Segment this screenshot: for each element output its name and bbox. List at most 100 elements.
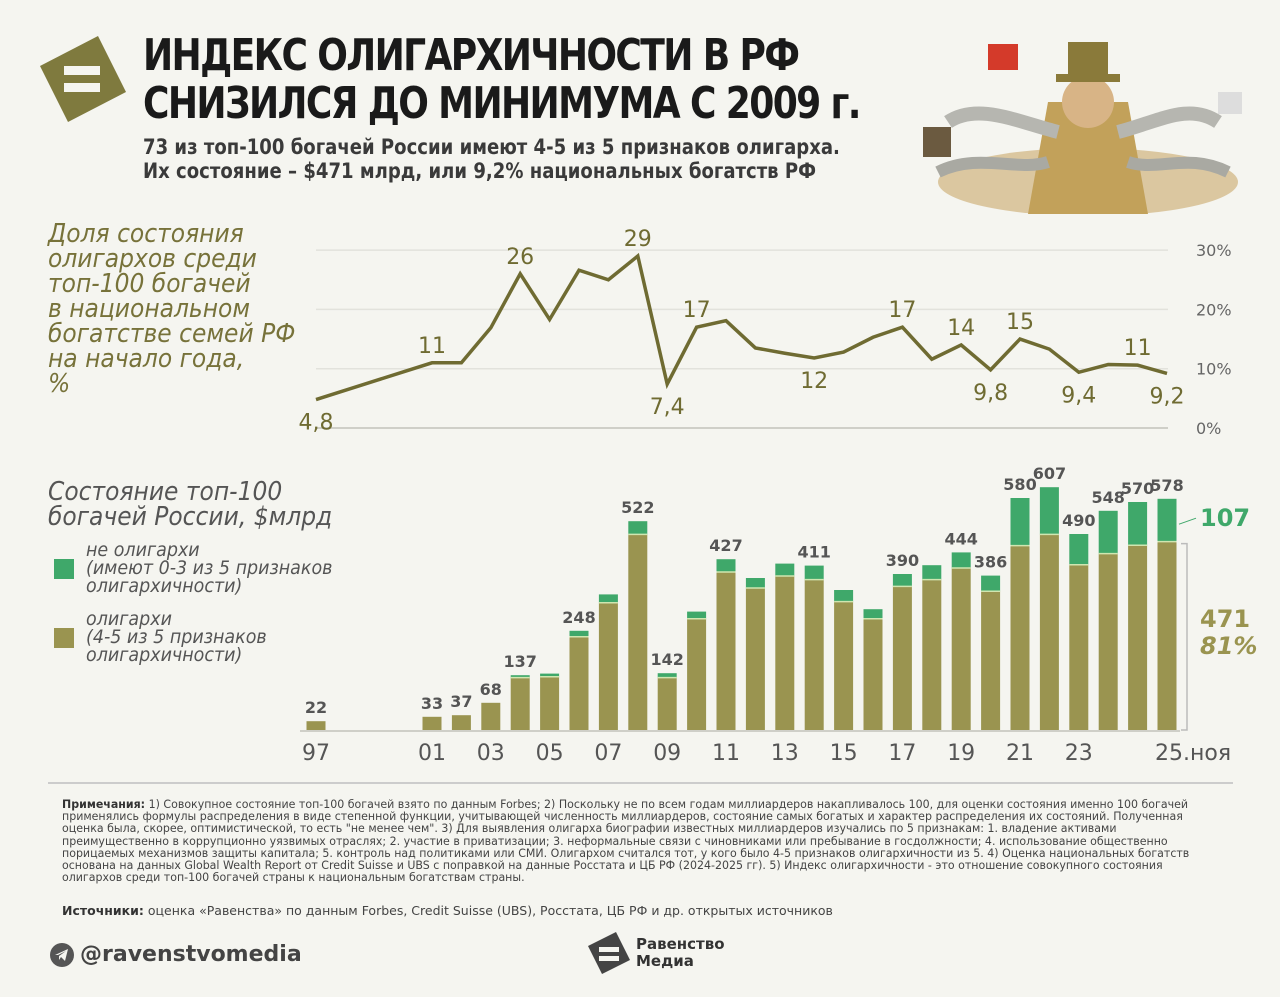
oligarch-illustration [923,42,1242,214]
bar-oligarchs [804,579,824,730]
x-tick-label: 23 [1065,741,1093,766]
olive-share-annotation: 81% [1200,632,1257,660]
brand-logo: Равенство Медиа [588,932,725,974]
point-label: 11 [418,334,446,359]
bar-total-label: 427 [709,536,742,555]
point-label: 7,4 [650,395,685,420]
bar-total-label: 578 [1150,476,1183,495]
x-tick-label: 17 [888,741,916,766]
bar-total-label: 33 [421,694,443,713]
equals-diamond-icon [588,932,630,974]
title-line: богачей России, $млрд [48,502,333,532]
brand-line-2: Медиа [636,952,694,970]
x-tick-label: 21 [1006,741,1034,766]
bar-total-label: 444 [944,529,977,548]
title-line: в национальном [48,294,250,324]
x-tick-label: 25.ноя [1155,741,1231,766]
divider [48,782,1233,784]
bar-oligarchs [598,602,618,730]
bar-oligarchs [510,677,530,730]
title-line: на начало года, [48,344,245,374]
point-label: 17 [683,298,711,323]
bar-non-oligarchs [1098,510,1118,554]
point-label: 26 [506,245,534,270]
bar-total-label: 522 [621,498,654,517]
bar-oligarchs [951,568,971,730]
legend-text: олигархи [86,608,172,630]
bar-oligarchs [834,601,854,730]
x-tick-label: 13 [771,741,799,766]
point-label: 15 [1006,310,1034,335]
y-tick-label: 30% [1196,241,1232,260]
equals-diamond-logo-icon [40,36,126,122]
x-tick-label: 11 [712,741,740,766]
point-label: 9,4 [1061,383,1096,408]
point-label: 12 [800,369,828,394]
bar-total-label: 68 [480,680,502,699]
page-title-line-2: СНИЗИЛСЯ ДО МИНИМУМА С 2009 г. [143,78,861,129]
annotation-leader [1178,517,1197,525]
bar-oligarchs [1069,564,1089,730]
bar-non-oligarchs [598,594,618,603]
bar-total-label: 142 [650,650,683,669]
point-label: 4,8 [299,411,334,436]
bar-non-oligarchs [1128,502,1148,546]
point-label: 9,8 [973,381,1008,406]
sources: Источники: оценка «Равенства» по данным … [62,903,833,918]
bar-total-label: 137 [503,652,536,671]
bar-total-label: 580 [1003,475,1036,494]
telegram-link[interactable]: @ravenstvomedia [50,942,302,967]
x-tick-label: 09 [653,741,681,766]
bar-non-oligarchs [540,673,560,677]
bar-non-oligarchs [981,575,1001,592]
bar-oligarchs [892,586,912,730]
bar-oligarchs [540,676,560,730]
bar-non-oligarchs [510,675,530,678]
bar-non-oligarchs [657,673,677,678]
title-line: Состояние топ-100 [48,477,283,507]
legend-text: олигархичности) [86,575,243,597]
legend-text: (4-5 из 5 признаков [86,626,267,648]
subtitle-line-2: Их состояние – $471 млрд, или 9,2% нацио… [143,159,817,183]
x-tick-label: 01 [418,741,446,766]
bar-chart-title: Состояние топ-100 богачей России, $млрд [48,477,345,532]
bar-oligarchs [1157,541,1177,730]
bar-total-label: 22 [305,698,327,717]
point-label: 9,2 [1150,384,1185,409]
bar-non-oligarchs [922,565,942,580]
bar-non-oligarchs [716,559,736,572]
bar-total-label: 548 [1091,488,1124,507]
bar-oligarchs [1128,545,1148,730]
notes: Примечания: 1) Совокупное состояние топ-… [62,798,1202,883]
bar-total-label: 411 [797,543,830,562]
telegram-handle: @ravenstvomedia [80,942,302,967]
bar-non-oligarchs [951,552,971,568]
bar-oligarchs [628,534,648,730]
x-tick-label: 07 [594,741,622,766]
bar-non-oligarchs [569,630,589,637]
legend-text: (имеют 0-3 из 5 признаков [86,557,333,579]
bar-non-oligarchs [804,565,824,580]
legend-text: олигархичности) [86,644,243,666]
x-tick-label: 97 [302,741,330,766]
legend-swatch-oligarchs [54,628,74,648]
y-tick-label: 0% [1196,419,1221,438]
bar-total-label: 248 [562,608,595,627]
notes-label: Примечания: [62,797,146,811]
title-line: богатстве семей РФ [48,319,296,349]
bar-oligarchs [863,618,883,730]
bar-oligarchs [481,702,501,730]
line-chart-title: Доля состояния олигархов среди топ-100 б… [48,221,309,397]
legend-oligarchs: олигархи (4-5 из 5 признаков олигархично… [86,608,267,666]
bar-total-label: 570 [1121,479,1154,498]
title-line: топ-100 богачей [48,269,251,299]
olive-bracket [1181,542,1188,731]
bar-oligarchs [981,591,1001,730]
bar-oligarchs [451,715,471,730]
share-line [315,252,1168,402]
point-label: 17 [888,298,916,323]
notes-text: 1) Совокупное состояние топ-100 богачей … [62,797,1190,885]
bar-non-oligarchs [775,563,795,576]
legend-text: не олигархи [86,539,200,561]
